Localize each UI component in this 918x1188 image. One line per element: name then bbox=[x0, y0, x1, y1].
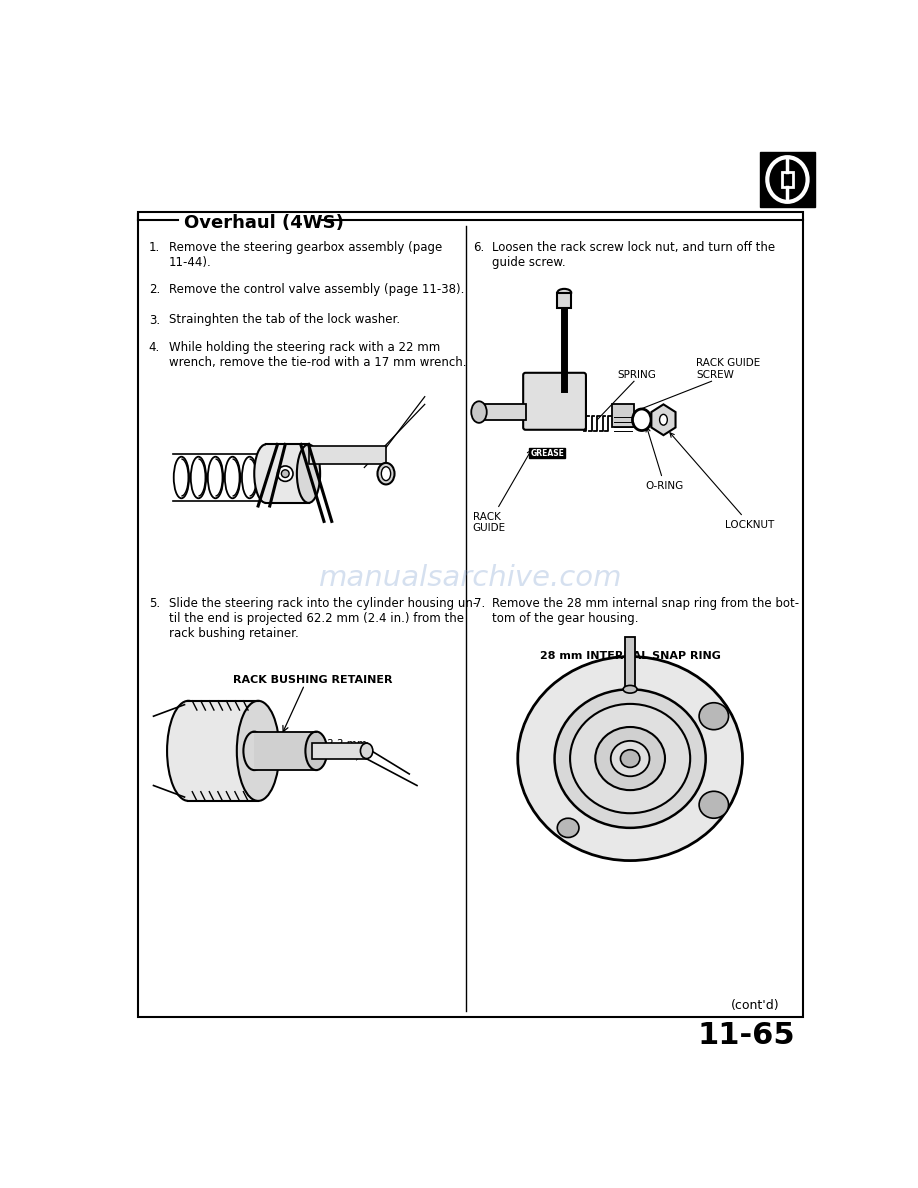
Text: Remove the 28 mm internal snap ring from the bot-
tom of the gear housing.: Remove the 28 mm internal snap ring from… bbox=[492, 596, 800, 625]
Bar bbox=[782, 172, 793, 188]
Ellipse shape bbox=[277, 466, 293, 481]
FancyBboxPatch shape bbox=[523, 373, 586, 430]
Ellipse shape bbox=[361, 744, 373, 759]
Text: 4.: 4. bbox=[149, 341, 160, 354]
Text: 7.: 7. bbox=[474, 596, 485, 609]
Text: 6.: 6. bbox=[474, 241, 485, 254]
Text: LOCKNUT: LOCKNUT bbox=[670, 432, 775, 530]
Ellipse shape bbox=[623, 685, 637, 693]
Text: While holding the steering rack with a 22 mm
wrench, remove the tie-rod with a 1: While holding the steering rack with a 2… bbox=[169, 341, 466, 369]
Text: Overhaul (4WS): Overhaul (4WS) bbox=[185, 214, 344, 232]
Ellipse shape bbox=[700, 703, 729, 729]
Text: (cont'd): (cont'd) bbox=[731, 999, 779, 1012]
Ellipse shape bbox=[297, 444, 320, 503]
Polygon shape bbox=[652, 404, 676, 435]
Text: Strainghten the tab of the lock washer.: Strainghten the tab of the lock washer. bbox=[169, 314, 400, 327]
Ellipse shape bbox=[557, 289, 571, 297]
Ellipse shape bbox=[621, 750, 640, 767]
Bar bbox=[479, 404, 525, 419]
Text: 28 mm INTERNAL SNAP RING: 28 mm INTERNAL SNAP RING bbox=[540, 651, 721, 661]
Ellipse shape bbox=[237, 701, 279, 801]
Bar bbox=[530, 448, 565, 459]
Text: 5.: 5. bbox=[149, 596, 160, 609]
Text: Remove the control valve assembly (page 11-38).: Remove the control valve assembly (page … bbox=[169, 284, 465, 297]
Bar bbox=[266, 444, 308, 503]
Ellipse shape bbox=[700, 791, 729, 819]
Bar bbox=[254, 732, 316, 770]
Ellipse shape bbox=[282, 469, 289, 478]
Ellipse shape bbox=[471, 402, 487, 423]
Bar bbox=[312, 744, 366, 759]
Text: manualsarchive.com: manualsarchive.com bbox=[319, 563, 622, 592]
Bar bbox=[188, 701, 258, 801]
Ellipse shape bbox=[570, 703, 690, 814]
Ellipse shape bbox=[381, 467, 391, 481]
Ellipse shape bbox=[636, 413, 647, 426]
Ellipse shape bbox=[633, 409, 651, 430]
Ellipse shape bbox=[254, 444, 277, 503]
Ellipse shape bbox=[377, 463, 395, 485]
Ellipse shape bbox=[306, 732, 327, 770]
Text: SPRING: SPRING bbox=[617, 369, 655, 380]
Ellipse shape bbox=[243, 732, 265, 770]
Text: RACK GUIDE
SCREW: RACK GUIDE SCREW bbox=[696, 358, 760, 380]
Text: Loosen the rack screw lock nut, and turn off the
guide screw.: Loosen the rack screw lock nut, and turn… bbox=[492, 241, 776, 270]
Ellipse shape bbox=[518, 657, 743, 860]
Text: Remove the steering gearbox assembly (page
11-44).: Remove the steering gearbox assembly (pa… bbox=[169, 241, 442, 270]
Text: RACK BUSHING RETAINER: RACK BUSHING RETAINER bbox=[232, 676, 392, 685]
Bar bbox=[557, 292, 571, 308]
Bar bbox=[625, 637, 634, 689]
Text: RACK
GUIDE: RACK GUIDE bbox=[473, 450, 532, 533]
Bar bbox=[612, 404, 634, 428]
Text: 3.: 3. bbox=[149, 314, 160, 327]
Ellipse shape bbox=[554, 689, 706, 828]
Text: 2.: 2. bbox=[149, 284, 160, 297]
Text: 62.2 mm
(2.4 in.): 62.2 mm (2.4 in.) bbox=[320, 739, 367, 760]
Bar bbox=[759, 152, 815, 207]
Ellipse shape bbox=[557, 819, 579, 838]
Ellipse shape bbox=[610, 741, 650, 776]
Text: Slide the steering rack into the cylinder housing un-
til the end is projected 6: Slide the steering rack into the cylinde… bbox=[169, 596, 477, 640]
Text: 1.: 1. bbox=[149, 241, 160, 254]
Text: 11-65: 11-65 bbox=[698, 1020, 795, 1050]
Ellipse shape bbox=[659, 415, 667, 425]
Text: O-RING: O-RING bbox=[645, 428, 684, 491]
Bar bbox=[138, 211, 803, 1017]
Ellipse shape bbox=[595, 727, 665, 790]
Text: GREASE: GREASE bbox=[531, 449, 565, 459]
Bar bbox=[308, 446, 386, 465]
Ellipse shape bbox=[167, 701, 209, 801]
